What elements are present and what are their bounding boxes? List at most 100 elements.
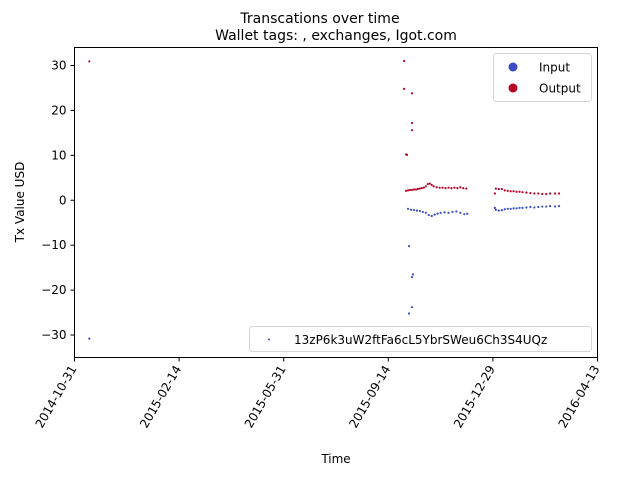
output-point: [493, 192, 496, 195]
output-point: [418, 187, 421, 190]
y-tick-label: −30: [41, 328, 66, 342]
output-point: [438, 186, 441, 189]
output-point: [494, 187, 497, 190]
input-point: [455, 210, 458, 213]
output-point: [506, 189, 509, 192]
input-point: [443, 211, 446, 214]
output-point: [420, 187, 423, 190]
output-point: [521, 191, 524, 194]
y-axis: −30 −20 −10 0 10 20 30: [41, 58, 75, 342]
input-point: [509, 207, 512, 210]
y-tick-label: −20: [41, 283, 66, 297]
input-point: [459, 211, 462, 214]
output-point: [509, 190, 512, 193]
input-point: [410, 306, 414, 309]
input-point: [512, 207, 515, 210]
legend-address-frame: [249, 326, 592, 352]
output-point: [518, 190, 521, 193]
output-point: [412, 188, 416, 191]
legend-input-marker: [508, 62, 518, 72]
input-point: [497, 209, 500, 212]
input-point: [506, 207, 509, 210]
legend-address: 13zP6k3uW2ftFa6cL5YbrSWeu6Ch3S4UQz: [249, 326, 592, 352]
y-tick-label: 20: [51, 103, 66, 117]
output-point: [430, 183, 433, 187]
chart-subtitle: Wallet tags: , exchanges, Igot.com: [215, 28, 457, 44]
input-series: [88, 204, 561, 340]
legend-series-frame: [493, 53, 592, 102]
output-point: [533, 192, 536, 195]
input-point: [466, 212, 469, 215]
legend-address-label: 13zP6k3uW2ftFa6cL5YbrSWeu6Ch3S4UQz: [294, 333, 547, 347]
input-point: [557, 204, 561, 208]
input-point: [447, 211, 450, 214]
input-point: [415, 209, 419, 212]
output-point: [405, 153, 409, 156]
input-point: [88, 337, 91, 340]
input-point: [553, 205, 557, 208]
input-point: [533, 206, 536, 209]
output-point: [402, 87, 406, 90]
output-point: [410, 188, 414, 192]
plot-frame: [74, 47, 598, 358]
output-point: [444, 187, 447, 190]
input-point: [410, 275, 414, 279]
output-point: [422, 186, 425, 189]
input-point: [494, 208, 497, 211]
input-point: [411, 273, 415, 276]
input-point: [541, 205, 544, 208]
output-point: [414, 188, 418, 191]
input-point: [418, 209, 421, 213]
output-point: [424, 185, 427, 188]
output-point: [529, 191, 532, 195]
x-axis-label: Time: [320, 452, 350, 466]
y-tick-label: 30: [51, 58, 66, 72]
output-point: [512, 190, 515, 193]
y-tick-label: 0: [59, 193, 67, 207]
output-point: [416, 187, 420, 191]
output-point: [456, 187, 459, 190]
output-point: [557, 192, 561, 195]
input-point: [529, 205, 532, 209]
legend-input-label: Input: [539, 61, 570, 75]
output-point: [447, 186, 450, 189]
output-point: [515, 190, 518, 193]
input-point: [549, 204, 552, 208]
output-point: [462, 187, 465, 190]
input-point: [515, 207, 518, 210]
output-point: [503, 189, 506, 192]
output-point: [545, 192, 548, 196]
output-point: [549, 192, 552, 195]
output-point: [453, 186, 456, 189]
output-point: [432, 185, 435, 188]
output-point: [88, 60, 91, 63]
input-point: [493, 206, 496, 209]
output-point: [406, 189, 410, 192]
chart-title: Transcations over time: [239, 11, 399, 27]
output-point: [459, 186, 462, 189]
output-point: [410, 92, 414, 95]
output-point: [441, 186, 444, 189]
output-point: [426, 182, 429, 186]
output-point: [408, 188, 412, 192]
y-axis-label: Tx Value USD: [13, 162, 27, 244]
input-point: [545, 205, 548, 208]
output-point: [435, 186, 438, 189]
input-point: [525, 206, 528, 209]
output-point: [402, 59, 406, 63]
input-point: [409, 208, 413, 211]
input-point: [500, 209, 503, 212]
output-point: [410, 121, 414, 125]
input-point: [439, 211, 442, 214]
output-point: [497, 187, 500, 191]
output-point: [537, 192, 540, 195]
output-point: [428, 182, 431, 185]
input-point: [407, 312, 411, 315]
output-point: [404, 189, 408, 192]
output-series: [88, 59, 561, 196]
output-point: [410, 129, 414, 132]
output-point: [500, 187, 503, 191]
input-point: [427, 213, 430, 217]
output-point: [525, 191, 528, 194]
